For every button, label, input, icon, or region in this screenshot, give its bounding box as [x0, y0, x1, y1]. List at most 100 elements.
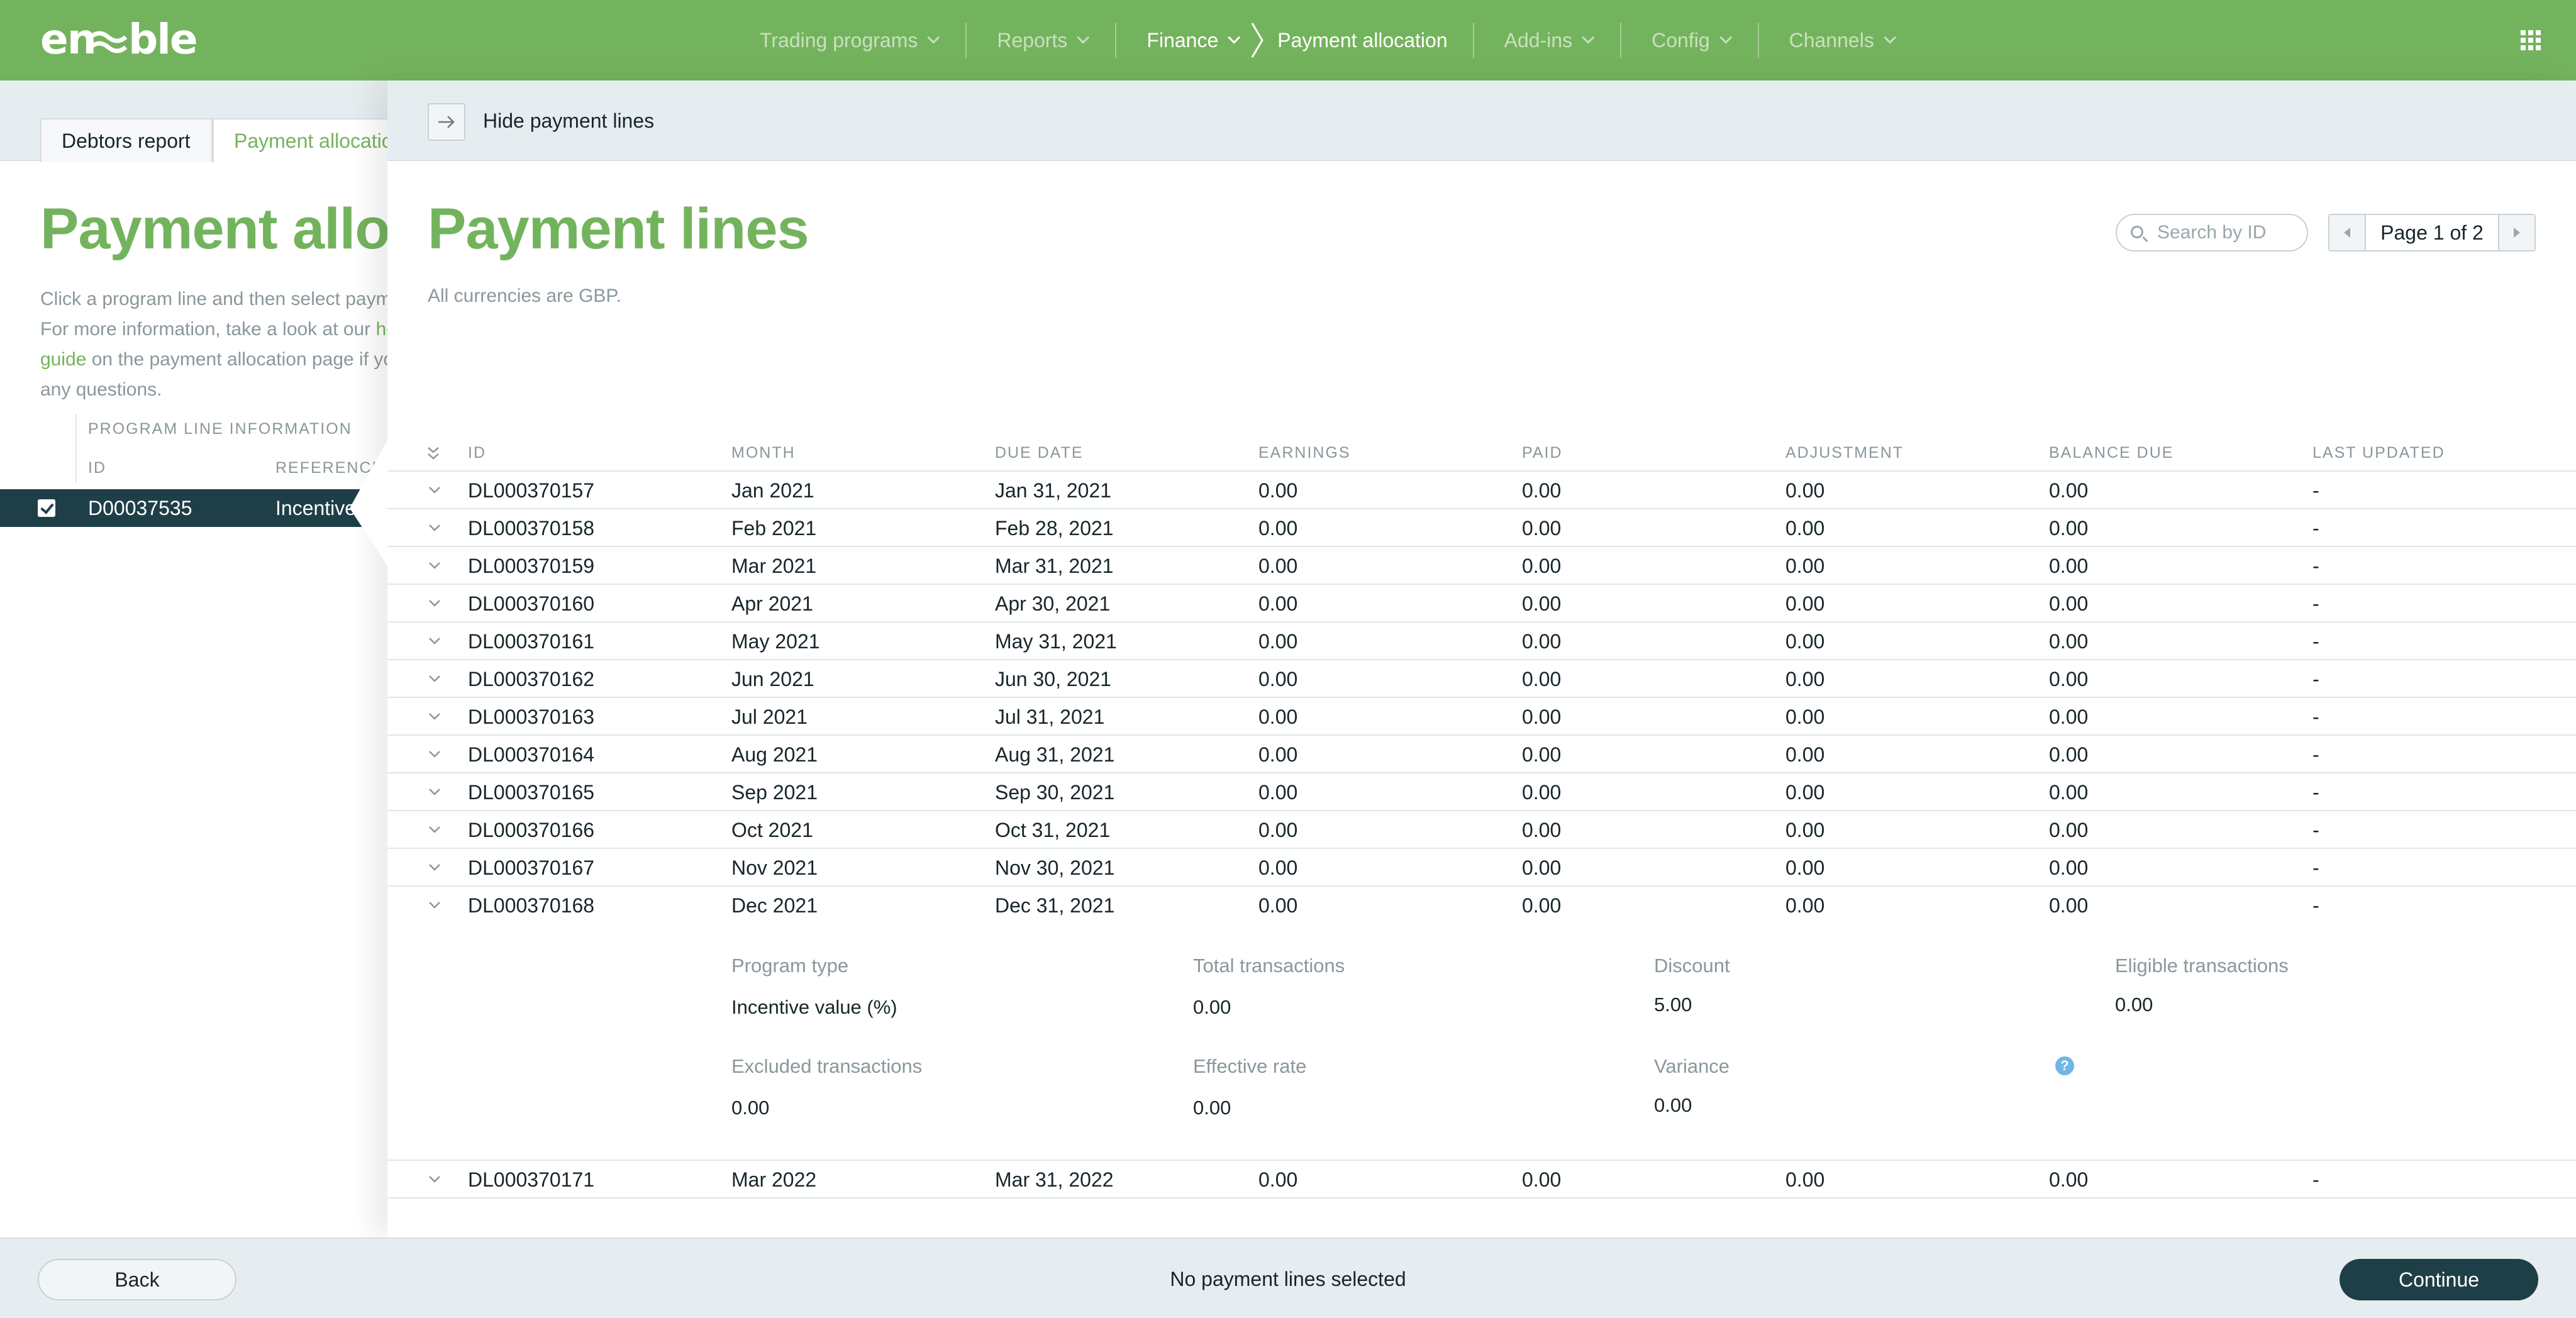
footer-bar: Back No payment lines selected Continue: [0, 1238, 2576, 1318]
chevron-down-icon[interactable]: [425, 594, 444, 612]
chevron-down-icon[interactable]: [425, 480, 444, 499]
previous-page-button[interactable]: [2329, 215, 2366, 250]
cell-month: Jul 2021: [731, 706, 808, 728]
cell-adjustment: 0.00: [1785, 555, 1825, 577]
nav-trading-programs[interactable]: Trading programs: [730, 0, 965, 80]
cell-paid: 0.00: [1522, 706, 1562, 728]
table-row[interactable]: DL000370167 Nov 2021 Nov 30, 2021 0.00 0.00 0…: [387, 849, 2576, 887]
help-icon[interactable]: ?: [2055, 1056, 2074, 1075]
chevron-down-icon[interactable]: [425, 1170, 444, 1188]
continue-button[interactable]: Continue: [2340, 1259, 2538, 1300]
cell-adjustment: 0.00: [1785, 856, 1825, 879]
table-row[interactable]: DL000370163 Jul 2021 Jul 31, 2021 0.00 0.00 0…: [387, 698, 2576, 736]
enable-logo[interactable]: en ble: [40, 14, 242, 67]
row-details: Program type Incentive value (%) Total t…: [387, 921, 2576, 1161]
nav-divider: [1472, 23, 1474, 58]
top-navigation-bar: en ble Trading programs Reports Finance …: [0, 0, 2576, 80]
tab-debtors-report[interactable]: Debtors report: [40, 118, 213, 162]
cell-month: Dec 2021: [731, 894, 818, 917]
nav-add-ins-label: Add-ins: [1504, 28, 1573, 52]
table-row[interactable]: DL000370158 Feb 2021 Feb 28, 2021 0.00 0.00 0…: [387, 509, 2576, 547]
detail-discount-value: 5.00: [1654, 994, 1692, 1016]
cell-paid: 0.00: [1522, 517, 1562, 540]
nav-config[interactable]: Config: [1621, 0, 1758, 80]
expand-all-icon[interactable]: [423, 443, 444, 464]
cell-earnings: 0.00: [1258, 819, 1298, 841]
table-row[interactable]: DL000370160 Apr 2021 Apr 30, 2021 0.00 0.00 0…: [387, 585, 2576, 623]
chevron-down-icon[interactable]: [425, 782, 444, 801]
table-row[interactable]: DL000370159 Mar 2021 Mar 31, 2021 0.00 0.00 0…: [387, 547, 2576, 585]
next-page-button[interactable]: [2498, 215, 2534, 250]
cell-id: DL000370164: [468, 743, 595, 766]
selection-status: No payment lines selected: [1170, 1268, 1406, 1290]
nav-channels[interactable]: Channels: [1759, 0, 1922, 80]
chevron-down-icon[interactable]: [425, 556, 444, 575]
chevron-down-icon[interactable]: [425, 745, 444, 763]
arrow-right-icon: [438, 116, 455, 128]
cell-paid: 0.00: [1522, 1168, 1562, 1191]
nav-divider: [1115, 23, 1117, 58]
checkbox-checked-icon[interactable]: [38, 499, 55, 517]
table-row[interactable]: DL000370166 Oct 2021 Oct 31, 2021 0.00 0.00 0…: [387, 811, 2576, 849]
cell-earnings: 0.00: [1258, 630, 1298, 653]
cell-earnings: 0.00: [1258, 479, 1298, 502]
cell-id: DL000370161: [468, 630, 595, 653]
cell-last-updated: -: [2312, 894, 2319, 917]
cell-balance-due: 0.00: [2049, 555, 2089, 577]
cell-adjustment: 0.00: [1785, 1168, 1825, 1191]
table-row[interactable]: DL000370157 Jan 2021 Jan 31, 2021 0.00 0.00 0…: [387, 472, 2576, 509]
payment-lines-panel: Hide payment lines Payment lines All cur…: [387, 80, 2576, 1238]
column-header-last-updated: LAST UPDATED: [2312, 444, 2445, 462]
page-tabs-bar: Debtors report Payment allocation: [0, 80, 401, 162]
nav-divider: [965, 23, 967, 58]
program-line-row-selected[interactable]: D00037535 Incentive: [0, 489, 390, 527]
chevron-down-icon[interactable]: [425, 858, 444, 877]
nav-add-ins[interactable]: Add-ins: [1474, 0, 1621, 80]
back-button[interactable]: Back: [38, 1259, 236, 1300]
chevron-down-icon[interactable]: [425, 707, 444, 726]
cell-last-updated: -: [2312, 555, 2319, 577]
detail-excluded-transactions-value: 0.00: [731, 1097, 770, 1119]
cell-balance-due: 0.00: [2049, 819, 2089, 841]
table-row[interactable]: DL000370168 Dec 2021 Dec 31, 2021 0.00 0.00 0…: [387, 887, 2576, 924]
table-row[interactable]: DL000370164 Aug 2021 Aug 31, 2021 0.00 0.00 0…: [387, 736, 2576, 773]
chevron-down-icon[interactable]: [425, 895, 444, 914]
cell-due-date: Apr 30, 2021: [995, 592, 1111, 615]
cell-adjustment: 0.00: [1785, 592, 1825, 615]
table-row[interactable]: DL000370171 Mar 2022 Mar 31, 2022 0.00 0.00 0…: [387, 1161, 2576, 1199]
cell-id: DL000370162: [468, 668, 595, 690]
cell-balance-due: 0.00: [2049, 1168, 2089, 1191]
chevron-down-icon[interactable]: [425, 820, 444, 839]
cell-id: DL000370159: [468, 555, 595, 577]
nav-reports-label: Reports: [997, 28, 1068, 52]
chevron-down-icon[interactable]: [425, 631, 444, 650]
cell-last-updated: -: [2312, 819, 2319, 841]
panel-title: Payment lines: [428, 197, 809, 261]
hide-payment-lines-label[interactable]: Hide payment lines: [483, 109, 655, 132]
breadcrumb-current[interactable]: Payment allocation: [1277, 28, 1448, 52]
cell-balance-due: 0.00: [2049, 894, 2089, 917]
detail-effective-rate-value: 0.00: [1193, 1097, 1231, 1119]
cell-id: DL000370157: [468, 479, 595, 502]
nav-reports[interactable]: Reports: [967, 0, 1115, 80]
cell-balance-due: 0.00: [2049, 856, 2089, 879]
tab-payment-allocation[interactable]: Payment allocation: [213, 118, 401, 162]
cell-earnings: 0.00: [1258, 894, 1298, 917]
cell-earnings: 0.00: [1258, 592, 1298, 615]
cell-balance-due: 0.00: [2049, 781, 2089, 804]
cell-paid: 0.00: [1522, 668, 1562, 690]
chevron-down-icon[interactable]: [425, 669, 444, 688]
hide-payment-lines-button[interactable]: [428, 103, 465, 141]
table-row[interactable]: DL000370162 Jun 2021 Jun 30, 2021 0.00 0.00 0…: [387, 660, 2576, 698]
chevron-down-icon[interactable]: [425, 518, 444, 537]
search-input[interactable]: [2157, 220, 2302, 245]
cell-due-date: Jul 31, 2021: [995, 706, 1105, 728]
nav-finance[interactable]: Finance: [1116, 0, 1245, 80]
grid-icon[interactable]: [2521, 30, 2541, 50]
cell-balance-due: 0.00: [2049, 743, 2089, 766]
cell-paid: 0.00: [1522, 781, 1562, 804]
cell-month: Oct 2021: [731, 819, 813, 841]
cell-month: Mar 2022: [731, 1168, 817, 1191]
table-row[interactable]: DL000370161 May 2021 May 31, 2021 0.00 0.00 0…: [387, 623, 2576, 660]
table-row[interactable]: DL000370165 Sep 2021 Sep 30, 2021 0.00 0.00 0…: [387, 773, 2576, 811]
